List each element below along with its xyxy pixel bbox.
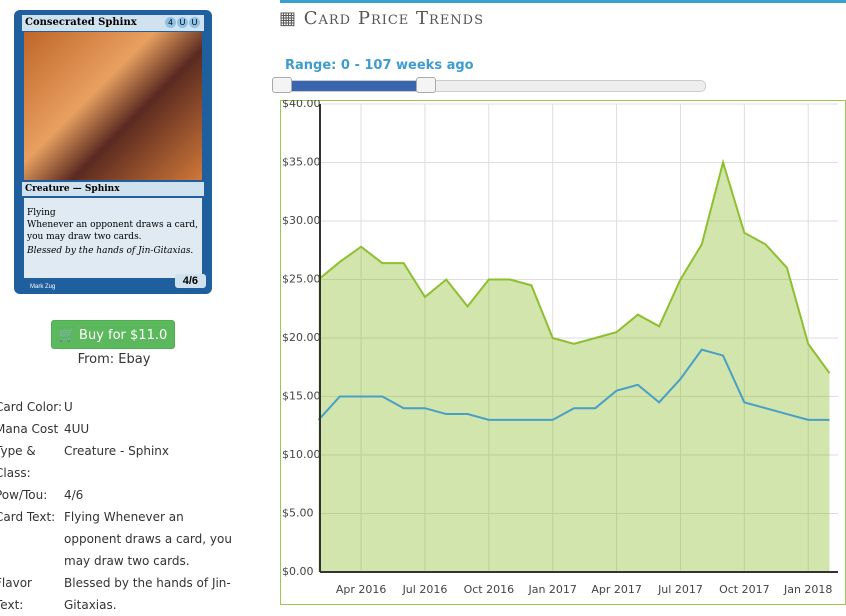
detail-key: Card Text: [0,510,56,524]
power-toughness: 4/6 [174,274,206,288]
x-tick-label: Jul 2016 [402,583,448,596]
detail-row: Mana Cost 4UU [0,418,239,440]
y-tick-label: $15.00 [282,390,321,403]
slider-range [278,81,428,91]
range-label: Range: 0 - 107 weeks ago [285,58,474,73]
slider-handle[interactable] [416,77,436,93]
detail-row: Card Text: Flying Whenever an opponent dr… [0,506,239,572]
y-tick-label: $40.00 [282,100,321,110]
y-tick-label: $20.00 [282,331,321,344]
line [317,158,831,374]
chart: $0.00 $5.00 $10.00 $15.00 $20.00 $25.00 $30.00… [280,100,846,605]
slider-handle[interactable] [272,77,292,93]
x-tick-label: Oct 2017 [719,583,770,596]
artist: Mark Zug [30,284,56,290]
detail-value: 4/6 [64,488,84,502]
detail-row: Flavor Text: Blessed by the hands of Jin-… [0,572,239,616]
rules-text: Flying [27,208,56,218]
y-tick-label: $0.00 [282,565,314,578]
detail-value: 4UU [64,422,90,436]
detail-value: Creature - Sphinx [64,444,169,458]
y-tick-label: $25.00 [282,273,321,286]
x-tick-label: Jan 2018 [783,583,832,596]
detail-value: U [64,400,73,414]
chart-header-text: Card Price Trends [303,8,485,29]
detail-key: Type & Class: [0,444,36,480]
detail-value: Blessed by the hands of Jin-Gitaxias. [64,576,231,612]
y-tick-label: $30.00 [282,214,321,227]
card-name-text: Consecrated Sphinx [25,17,137,28]
detail-key: Card Color: [0,400,63,414]
x-tick-label: Apr 2017 [591,583,642,596]
type-line: Creature — Sphinx [22,182,204,196]
mana-symbol: 4 [165,17,176,28]
x-tick-label: Oct 2016 [464,583,515,596]
detail-row: Type & Class: Creature - Sphinx [0,440,239,484]
area [318,162,830,572]
mana-symbol: U [177,17,188,28]
buy-button[interactable]: 🛒 Buy for $11.0 [51,320,175,349]
source: From: Ebay [77,352,151,367]
y-tick-label: $10.00 [282,448,321,461]
line [317,348,830,421]
x-tick-label: Jul 2017 [657,583,703,596]
detail-value: Flying Whenever an opponent draws a card… [64,510,232,568]
buy-label: Buy for $11.0 [79,328,168,343]
flavor-text: Blessed by the hands of Jin-Gitaxias. [27,246,194,256]
y-tick-label: $5.00 [282,507,314,520]
chart-header: ▦ Card Price Trends [279,8,485,29]
detail-row: Pow/Tou: 4/6 [0,484,239,506]
text-box: Flying Whenever an opponent draws a card… [24,198,202,278]
x-tick-label: Apr 2016 [336,583,387,596]
detail-row: Card Color: U [0,396,239,418]
header-rule [280,0,846,3]
detail-key: Flavor Text: [0,576,32,612]
card-art [24,32,202,180]
detail-key: Pow/Tou: [0,488,48,502]
detail-key: Mana Cost [0,422,59,436]
y-tick-label: $35.00 [282,156,321,169]
mana-symbol: U [189,17,200,28]
rules-text: Whenever an opponent draws a card, you m… [27,220,199,242]
details-table: Card Color:U Mana Cost 4UU Type & Class: Cre… [0,396,239,616]
x-tick-label: Jan 2017 [527,583,576,596]
